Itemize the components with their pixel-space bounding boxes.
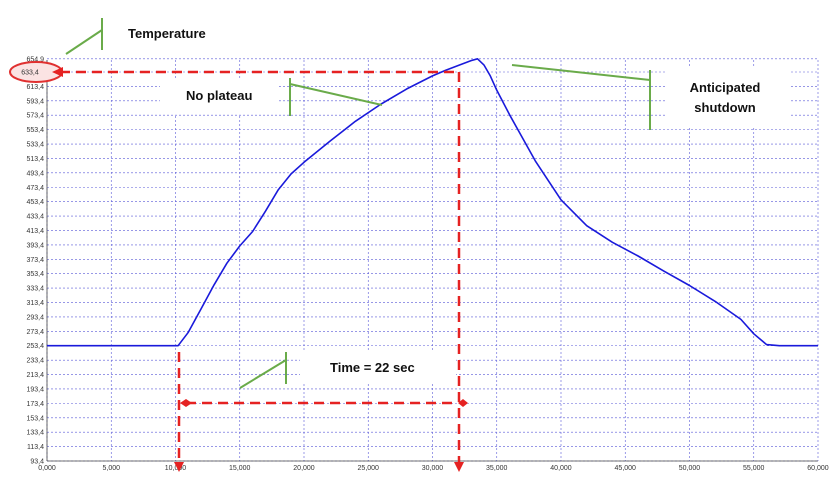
red-arrowheads bbox=[52, 67, 468, 472]
y-tick-label: 654,9 bbox=[26, 56, 44, 63]
x-tick-labels: 0,000 5,000 10,000 15,000 20,000 25,000 30,000… bbox=[38, 465, 829, 472]
duration-left-marker bbox=[180, 399, 192, 407]
y-tick-label: 353,4 bbox=[26, 271, 44, 278]
start-down-arrowhead bbox=[174, 462, 184, 472]
duration-right-marker bbox=[458, 399, 468, 407]
x-tick-label: 0,000 bbox=[38, 465, 56, 472]
y-tick-label: 473,4 bbox=[26, 185, 44, 192]
x-tick-label: 60,000 bbox=[807, 465, 829, 472]
y-tick-label: 493,4 bbox=[26, 170, 44, 177]
y-tick-label: 113,4 bbox=[27, 444, 44, 451]
x-tick-label: 35,000 bbox=[486, 465, 508, 472]
callout-connectors bbox=[65, 18, 651, 389]
time-annotation: Time = 22 sec bbox=[330, 360, 415, 375]
y-tick-label: 533,4 bbox=[26, 142, 44, 149]
y-tick-label: 233,4 bbox=[26, 358, 44, 365]
y-tick-label: 153,4 bbox=[26, 415, 44, 422]
temperature-annotation: Temperature bbox=[128, 26, 206, 41]
y-tick-label: 293,4 bbox=[26, 314, 44, 321]
y-tick-label: 193,4 bbox=[26, 386, 44, 393]
y-tick-label: 93,4 bbox=[30, 459, 44, 466]
y-tick-label: 453,4 bbox=[26, 199, 44, 206]
y-tick-label: 513,4 bbox=[26, 156, 44, 163]
y-tick-label: 333,4 bbox=[26, 286, 44, 293]
y-tick-label: 613,4 bbox=[26, 84, 44, 91]
y-tick-labels: 93,4 113,4 133,4 153,4 173,4 193,4 213,4 233,4 2… bbox=[26, 56, 44, 465]
x-tick-label: 50,000 bbox=[679, 465, 701, 472]
y-tick-label: 133,4 bbox=[26, 430, 44, 437]
peak-arrowhead bbox=[52, 67, 63, 77]
anticipated-annotation-line2: shutdown bbox=[694, 100, 755, 115]
y-tick-label: 213,4 bbox=[26, 372, 44, 379]
y-tick-label: 273,4 bbox=[26, 329, 44, 336]
y-tick-label: 373,4 bbox=[26, 257, 44, 264]
x-tick-label: 5,000 bbox=[102, 465, 120, 472]
x-tick-label: 45,000 bbox=[615, 465, 637, 472]
time-box bbox=[300, 350, 456, 384]
time-connector-d bbox=[239, 359, 287, 389]
x-tick-label: 15,000 bbox=[229, 465, 251, 472]
x-tick-label: 20,000 bbox=[293, 465, 315, 472]
x-tick-label: 10,000 bbox=[165, 465, 187, 472]
axes bbox=[46, 60, 818, 462]
x-tick-label: 55,000 bbox=[743, 465, 765, 472]
anticipated-box bbox=[665, 68, 790, 128]
no-plateau-box bbox=[160, 78, 278, 114]
y-tick-label: 553,4 bbox=[26, 127, 44, 134]
y-tick-label: 253,4 bbox=[26, 343, 44, 350]
y-tick-label: 173,4 bbox=[26, 401, 44, 408]
grid bbox=[46, 58, 819, 462]
no-plateau-annotation: No plateau bbox=[186, 88, 253, 103]
y-tick-label: 433,4 bbox=[26, 214, 44, 221]
end-down-arrowhead bbox=[454, 462, 464, 472]
y-tick-label: 593,4 bbox=[26, 98, 44, 105]
time-measurement-marks bbox=[60, 70, 461, 462]
anticipated-annotation-line1: Anticipated bbox=[690, 80, 761, 95]
y-tick-label: 413,4 bbox=[26, 228, 44, 235]
no-plateau-connector-d bbox=[289, 83, 383, 106]
x-tick-label: 40,000 bbox=[550, 465, 572, 472]
y-tick-label: 313,4 bbox=[26, 300, 44, 307]
x-tick-label: 25,000 bbox=[358, 465, 380, 472]
peak-temperature-label: 633,4 bbox=[21, 70, 39, 77]
y-tick-label: 573,4 bbox=[26, 113, 44, 120]
temperature-connector-h bbox=[65, 29, 103, 55]
temperature-series-line bbox=[47, 57, 818, 347]
anticipated-connector-d bbox=[511, 64, 651, 81]
y-tick-label: 393,4 bbox=[26, 242, 44, 249]
series-layer bbox=[47, 57, 818, 347]
x-tick-label: 30,000 bbox=[422, 465, 444, 472]
